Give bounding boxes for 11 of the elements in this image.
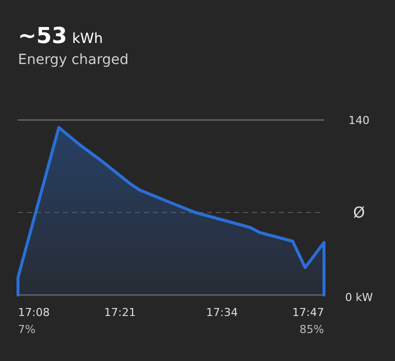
chart-subtitle: Energy charged <box>18 52 129 68</box>
y-tick-label: 0 kW <box>345 291 373 304</box>
x-tick-label: 17:08 <box>18 306 50 319</box>
ref-line-label: Ø <box>353 204 366 222</box>
x-tick-label: 17:21 <box>104 306 136 319</box>
text: 85% <box>300 323 324 336</box>
x-tick-label: 17:34 <box>206 306 238 319</box>
x-tick-label: 17:47 <box>292 306 324 319</box>
chart-title: ~53 kWh <box>18 24 103 49</box>
y-tick-label: 140 <box>348 114 370 127</box>
text: 7% <box>18 323 36 336</box>
